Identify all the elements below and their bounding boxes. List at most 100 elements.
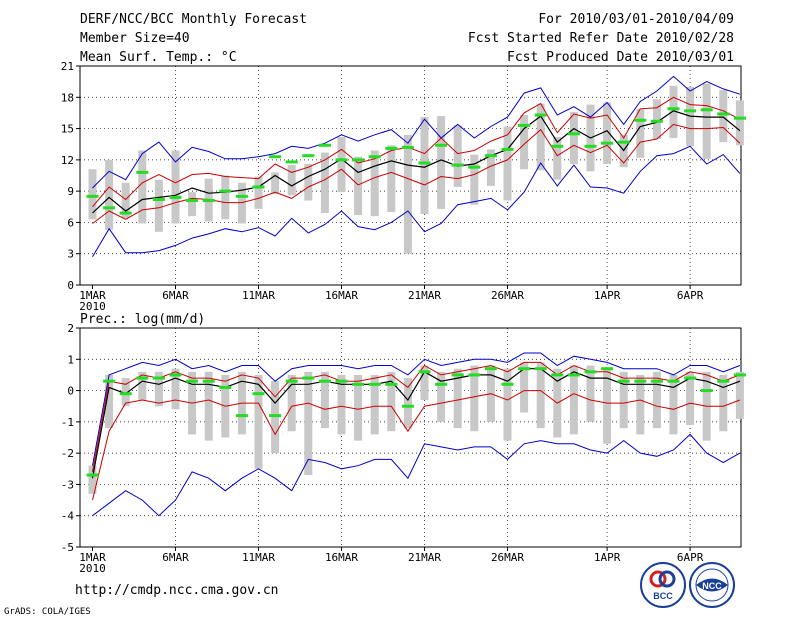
ensemble-spread-box bbox=[735, 100, 744, 146]
start-date-label: Fcst Started Refer Date 2010/02/28 bbox=[468, 31, 734, 46]
ensemble-spread-box bbox=[569, 111, 578, 165]
ensemble-spread-box bbox=[420, 117, 429, 215]
observation-marker bbox=[235, 194, 248, 198]
series-line-mean bbox=[91, 368, 741, 479]
series-line-min bbox=[92, 433, 741, 517]
y-tick-label: -3 bbox=[61, 478, 74, 491]
observation-marker bbox=[700, 389, 713, 393]
observation-marker bbox=[269, 155, 282, 159]
ensemble-spread-box bbox=[453, 125, 462, 187]
observation-marker bbox=[318, 143, 331, 147]
observation-marker bbox=[302, 154, 315, 158]
ensemble-spread-box bbox=[254, 176, 263, 209]
x-tick-year-label: 2010 bbox=[79, 300, 106, 313]
ensemble-spread-box bbox=[636, 374, 645, 435]
ensemble-spread-box bbox=[586, 365, 595, 422]
observation-marker bbox=[733, 116, 746, 120]
ensemble-spread-box bbox=[320, 371, 329, 429]
ensemble-spread-box bbox=[88, 169, 97, 220]
observation-marker bbox=[86, 194, 99, 198]
observation-marker bbox=[119, 392, 132, 396]
observation-marker bbox=[136, 170, 149, 174]
series-line-mean bbox=[92, 110, 741, 214]
observation-marker bbox=[451, 373, 464, 377]
ensemble-spread-box bbox=[105, 374, 114, 429]
observation-marker bbox=[252, 185, 265, 189]
ensemble-spread-box bbox=[254, 374, 263, 469]
observation-marker bbox=[518, 367, 531, 371]
plot-frame bbox=[79, 327, 742, 548]
ncc-logo: NCC bbox=[689, 562, 735, 608]
observation-marker bbox=[584, 370, 597, 374]
observation-marker bbox=[684, 109, 697, 113]
observation-marker bbox=[103, 206, 116, 210]
ensemble-spread-box bbox=[304, 371, 313, 476]
plot-frame bbox=[79, 65, 742, 286]
y-tick-label: 0 bbox=[67, 279, 74, 292]
ensemble-spread-box bbox=[453, 368, 462, 429]
y-tick-label: 15 bbox=[61, 123, 74, 136]
y-tick-label: -2 bbox=[61, 447, 74, 460]
observation-marker bbox=[119, 211, 132, 215]
observation-marker bbox=[567, 132, 580, 136]
ensemble-spread-box bbox=[370, 150, 379, 217]
ensemble-spread-box bbox=[287, 165, 296, 196]
x-tick-year-label: 2010 bbox=[79, 562, 106, 575]
observation-marker bbox=[484, 367, 497, 371]
y-tick-label: 9 bbox=[67, 185, 74, 198]
ensemble-spread-box bbox=[503, 368, 512, 441]
ensemble-spread-box bbox=[354, 156, 363, 216]
x-tick-label: 6APR bbox=[677, 551, 704, 564]
ensemble-spread-box bbox=[221, 175, 230, 220]
observation-marker bbox=[385, 382, 398, 386]
ensemble-spread-box bbox=[403, 378, 412, 429]
ensemble-spread-box bbox=[669, 374, 678, 435]
observation-marker bbox=[318, 379, 331, 383]
observation-marker bbox=[252, 392, 265, 396]
y-tick-label: 2 bbox=[67, 322, 74, 335]
observation-marker bbox=[534, 113, 547, 117]
observation-marker bbox=[368, 382, 381, 386]
observation-marker bbox=[534, 367, 547, 371]
ensemble-spread-box bbox=[403, 134, 412, 254]
observation-marker bbox=[617, 140, 630, 144]
ensemble-spread-box bbox=[154, 371, 163, 407]
ensemble-spread-box bbox=[603, 368, 612, 444]
observation-marker bbox=[302, 376, 315, 380]
observation-marker bbox=[468, 165, 481, 169]
observation-marker bbox=[634, 118, 647, 122]
ensemble-spread-box bbox=[204, 371, 213, 441]
ensemble-spread-box bbox=[652, 371, 661, 429]
ensemble-spread-box bbox=[387, 145, 396, 212]
ensemble-spread-box bbox=[520, 115, 529, 170]
ensemble-spread-box bbox=[669, 85, 678, 138]
observation-marker bbox=[202, 199, 215, 203]
observation-marker bbox=[401, 145, 414, 149]
observation-marker bbox=[617, 379, 630, 383]
y-tick-label: -5 bbox=[61, 541, 74, 554]
x-tick-label: 26MAR bbox=[491, 289, 524, 302]
observation-marker bbox=[385, 146, 398, 150]
ensemble-spread-box bbox=[188, 192, 197, 217]
ensemble-spread-box bbox=[237, 182, 246, 224]
forecast-period-label: For 2010/03/01-2010/04/09 bbox=[538, 12, 734, 27]
ensemble-spread-box bbox=[154, 179, 163, 232]
observation-marker bbox=[368, 155, 381, 159]
observation-marker bbox=[601, 141, 614, 145]
y-tick-label: 21 bbox=[61, 60, 74, 73]
observation-marker bbox=[468, 373, 481, 377]
ensemble-spread-box bbox=[636, 108, 645, 158]
y-tick-label: 1 bbox=[67, 353, 74, 366]
ncc-logo-text: NCC bbox=[702, 581, 722, 591]
series-line-upper bbox=[92, 96, 741, 208]
y-tick-label: 3 bbox=[67, 248, 74, 261]
ensemble-spread-box bbox=[569, 365, 578, 435]
observation-marker bbox=[202, 379, 215, 383]
ensemble-spread-box bbox=[320, 152, 329, 214]
observation-marker bbox=[684, 376, 697, 380]
ensemble-spread-box bbox=[536, 103, 545, 171]
ensemble-spread-box bbox=[387, 371, 396, 432]
grads-credit: GrADS: COLA/IGES bbox=[4, 607, 91, 617]
ensemble-spread-box bbox=[719, 374, 728, 432]
